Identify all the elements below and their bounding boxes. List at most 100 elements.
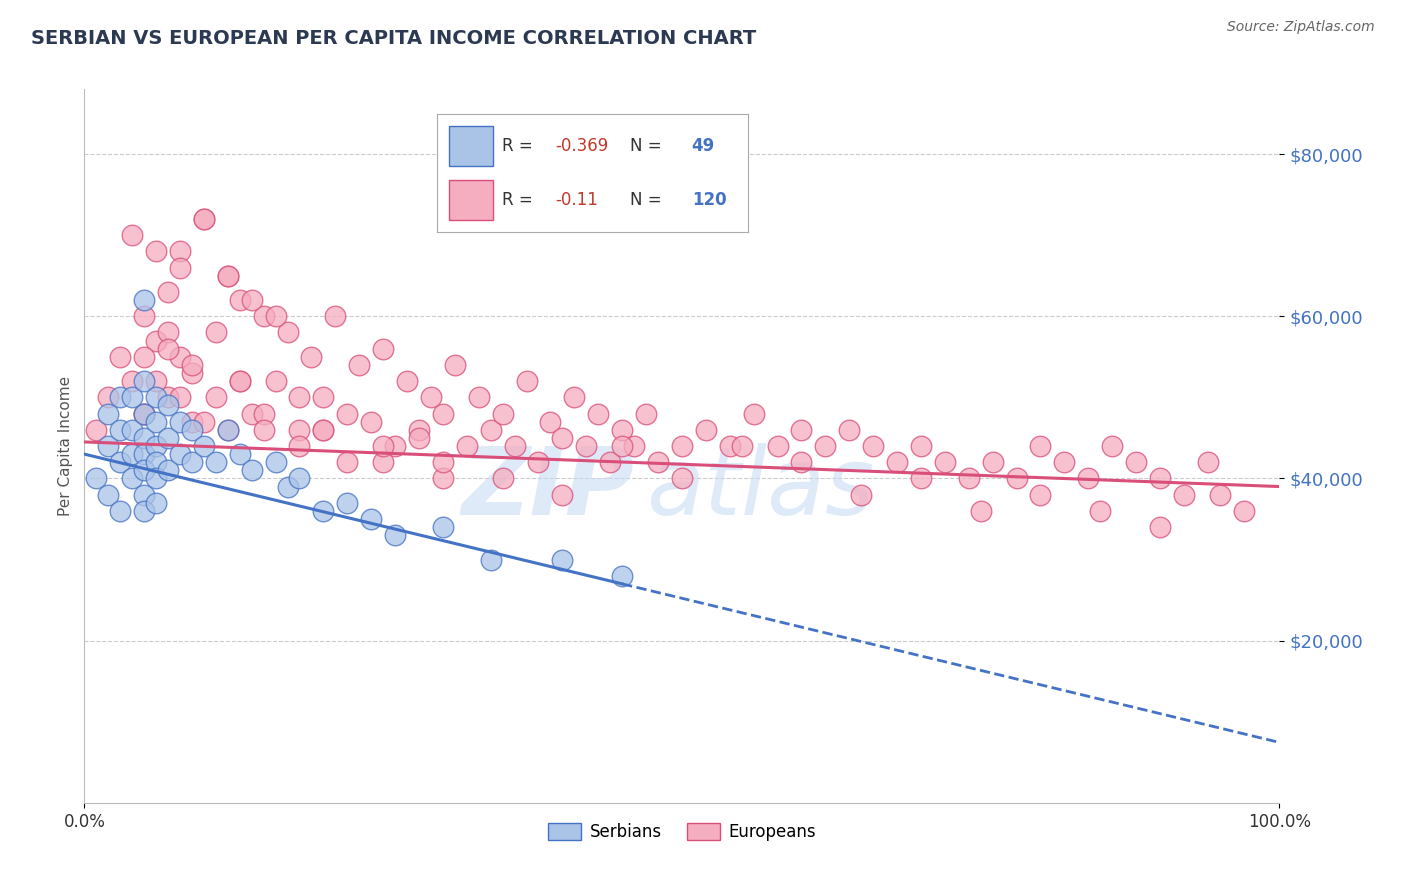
Point [110,455,132,469]
Point [396,374,419,388]
Point [1029,439,1052,453]
Point [408,431,430,445]
Point [205,455,228,469]
Point [240,407,263,421]
Text: atlas: atlas [647,443,875,534]
Point [408,423,430,437]
Point [1149,471,1171,485]
Point [336,407,359,421]
Point [599,455,621,469]
Point [432,520,454,534]
Point [862,439,884,453]
Point [240,463,263,477]
Point [145,334,167,348]
Point [432,407,454,421]
Point [790,455,813,469]
Point [456,439,478,453]
Point [742,407,765,421]
Point [1053,455,1076,469]
Point [169,350,191,364]
Point [97,488,120,502]
Point [886,455,908,469]
Point [229,374,252,388]
Point [551,552,574,566]
Point [121,423,143,437]
Point [981,455,1004,469]
Point [349,358,371,372]
Point [97,407,120,421]
Point [86,471,108,485]
Point [205,326,228,340]
Point [838,423,860,437]
Point [468,390,491,404]
Point [110,390,132,404]
Point [121,471,143,485]
Point [373,455,395,469]
Point [814,439,837,453]
Point [312,423,335,437]
Point [217,268,239,283]
Point [1197,455,1219,469]
Text: SERBIAN VS EUROPEAN PER CAPITA INCOME CORRELATION CHART: SERBIAN VS EUROPEAN PER CAPITA INCOME CO… [31,29,756,47]
Point [97,390,120,404]
Point [193,415,215,429]
Point [157,463,180,477]
Point [145,374,167,388]
Point [121,390,143,404]
Point [1077,471,1099,485]
Point [373,439,395,453]
Point [253,423,276,437]
Point [145,439,167,453]
Point [612,439,634,453]
Point [479,552,502,566]
Point [957,471,980,485]
Point [145,471,167,485]
Point [288,390,311,404]
Point [1125,455,1147,469]
Point [718,439,741,453]
Point [277,479,299,493]
Point [1005,471,1028,485]
Point [612,423,634,437]
Point [217,423,239,437]
Point [229,293,252,307]
Point [132,463,156,477]
Point [169,415,191,429]
Point [503,439,526,453]
Point [444,358,467,372]
Point [145,390,167,404]
Point [1029,488,1052,502]
Point [121,228,143,243]
Point [110,504,132,518]
Point [612,568,634,582]
Point [169,244,191,259]
Point [766,439,789,453]
Legend: Serbians, Europeans: Serbians, Europeans [541,816,823,848]
Point [145,244,167,259]
Point [851,488,873,502]
Point [229,374,252,388]
Point [121,374,143,388]
Point [132,293,156,307]
Point [288,471,311,485]
Point [384,528,406,542]
Point [240,293,263,307]
Point [97,439,120,453]
Point [432,471,454,485]
Point [647,455,669,469]
Point [420,390,443,404]
Point [169,447,191,461]
Point [145,496,167,510]
Point [671,471,693,485]
Point [288,423,311,437]
Point [970,504,993,518]
Point [157,326,180,340]
Point [1173,488,1195,502]
Point [492,471,515,485]
Point [636,407,658,421]
Point [145,415,167,429]
Text: Source: ZipAtlas.com: Source: ZipAtlas.com [1227,20,1375,34]
Point [145,455,167,469]
Point [181,358,204,372]
Point [110,350,132,364]
